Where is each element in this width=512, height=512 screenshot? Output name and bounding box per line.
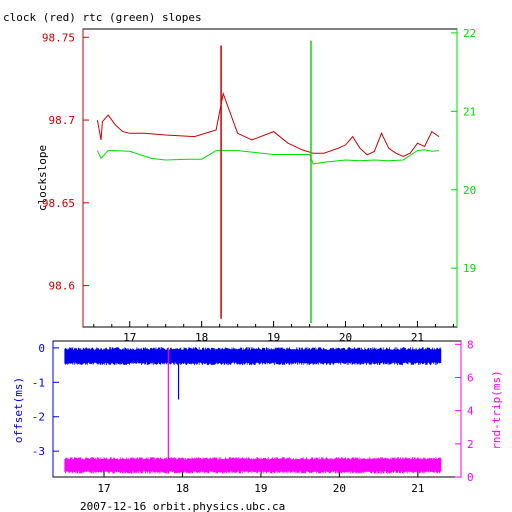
top-left-tick-label: 98.6 xyxy=(49,280,76,293)
bottom-left-tick-label: -3 xyxy=(32,445,45,458)
bottom-right-tick-label: 0 xyxy=(467,471,474,484)
bottom-right-axis-label: rnd-trip(ms) xyxy=(490,370,503,449)
bottom-left-tick-label: -2 xyxy=(32,411,45,424)
top-y-axis-label: clockslope xyxy=(36,145,49,211)
top-left-tick-label: 98.7 xyxy=(49,114,76,127)
bottom-right-tick-label: 4 xyxy=(467,405,474,418)
top-x-tick-label: 21 xyxy=(411,331,424,344)
top-panel: 17 18 19 20 21 98.75 98.7 98.65 98.6 22 21 20 19 xyxy=(42,27,476,344)
footer-caption: 2007-12-16 orbit.physics.ubc.ca xyxy=(80,500,285,512)
bottom-left-tick-label: 0 xyxy=(38,342,45,355)
top-x-tick-label: 19 xyxy=(267,331,280,344)
top-chart-title: clock (red) rtc (green) slopes xyxy=(3,11,202,24)
top-right-tick-label: 20 xyxy=(463,184,476,197)
top-right-tick-label: 19 xyxy=(463,262,476,275)
bottom-left-axis-label: offset(ms) xyxy=(12,377,25,443)
bottom-series-offset xyxy=(64,347,442,366)
top-right-tick-label: 22 xyxy=(463,27,476,40)
top-x-tick-label: 20 xyxy=(339,331,352,344)
bottom-x-tick-label: 20 xyxy=(333,482,346,495)
top-left-tick-label: 98.65 xyxy=(42,197,75,210)
top-x-tick-label: 18 xyxy=(195,331,208,344)
top-series-rtc xyxy=(96,149,440,165)
top-x-tick-label: 17 xyxy=(123,331,136,344)
top-left-tick-label: 98.75 xyxy=(42,31,75,44)
bottom-x-tick-label: 21 xyxy=(411,482,424,495)
top-right-tick-label: 21 xyxy=(463,105,476,118)
bottom-series-roundtrip xyxy=(64,457,442,474)
bottom-right-tick-label: 6 xyxy=(467,371,474,384)
top-series-clock xyxy=(96,91,440,158)
bottom-x-tick-label: 19 xyxy=(254,482,267,495)
bottom-left-tick-label: -1 xyxy=(32,376,45,389)
top-plot-frame xyxy=(82,28,458,328)
bottom-right-tick-label: 2 xyxy=(467,438,474,451)
bottom-x-tick-label: 17 xyxy=(97,482,110,495)
bottom-x-tick-label: 18 xyxy=(176,482,189,495)
bottom-right-tick-label: 8 xyxy=(467,338,474,351)
